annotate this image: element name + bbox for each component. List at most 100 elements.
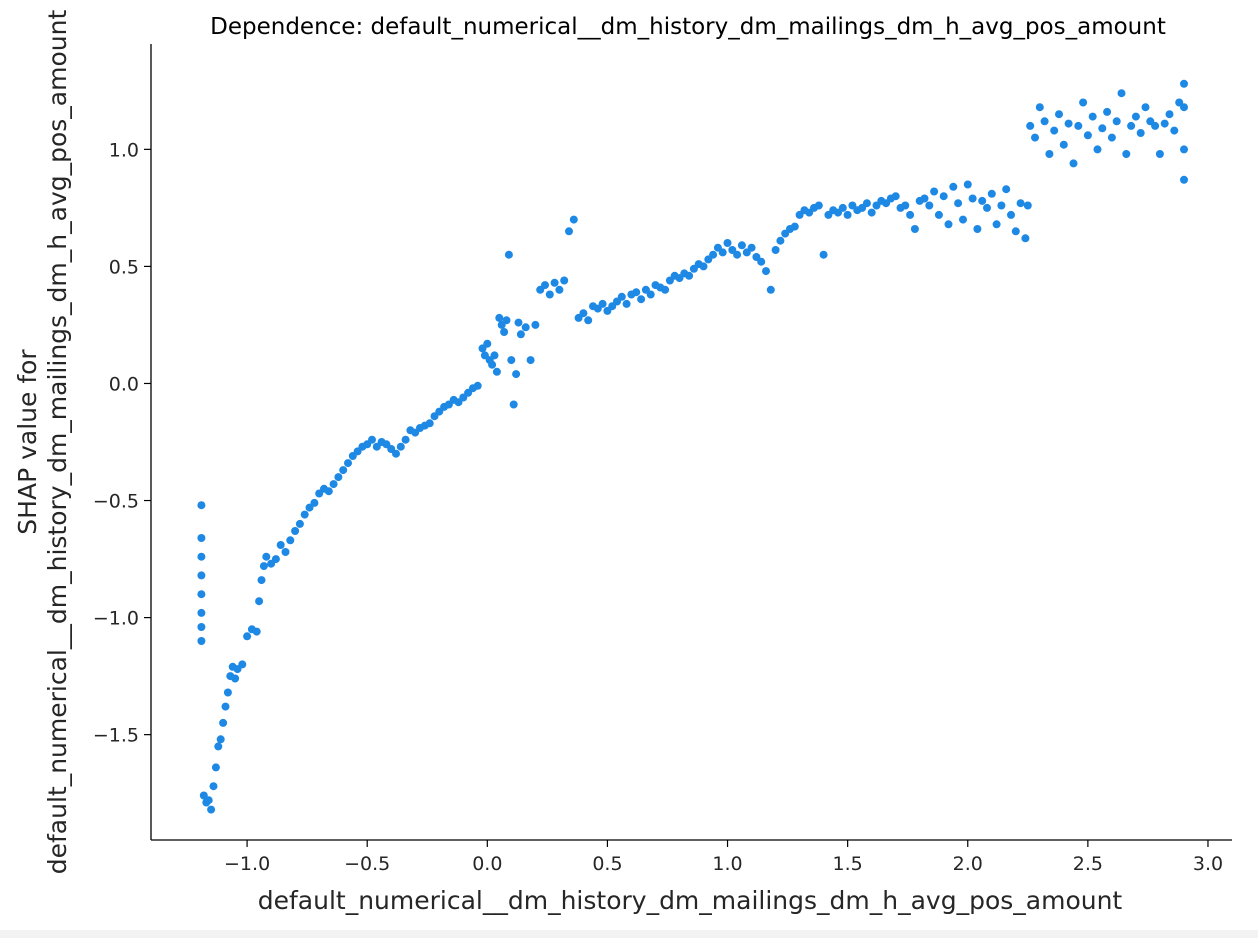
data-point xyxy=(565,227,573,236)
data-point xyxy=(685,271,694,280)
data-point xyxy=(1007,210,1015,219)
data-point xyxy=(197,552,206,561)
chart-title: Dependence: default_numerical__dm_histor… xyxy=(210,14,1166,40)
data-point xyxy=(555,285,564,294)
data-point xyxy=(291,527,300,535)
data-point xyxy=(209,782,218,791)
data-point xyxy=(1069,159,1078,168)
data-point xyxy=(286,536,295,545)
data-point xyxy=(368,435,376,444)
data-point xyxy=(622,299,631,308)
y-tick-label: 1.0 xyxy=(109,139,139,161)
data-point xyxy=(1117,89,1126,98)
data-point xyxy=(1112,117,1121,126)
x-axis-title: default_numerical__dm_history_dm_mailing… xyxy=(258,886,1123,915)
data-point xyxy=(257,576,266,585)
data-point xyxy=(944,220,953,229)
data-point xyxy=(197,623,206,631)
data-point xyxy=(204,796,213,805)
data-point xyxy=(737,241,746,250)
data-point xyxy=(1083,131,1092,140)
data-point xyxy=(1180,103,1188,112)
data-point xyxy=(906,210,915,219)
data-point xyxy=(838,203,847,212)
data-point xyxy=(1064,119,1073,128)
data-point xyxy=(514,318,523,327)
data-point xyxy=(992,220,1001,229)
data-point xyxy=(963,180,972,189)
data-point xyxy=(310,498,319,507)
data-point xyxy=(949,182,958,191)
data-point xyxy=(197,571,206,580)
data-point xyxy=(1127,121,1136,130)
data-point xyxy=(344,459,352,468)
y-tick-label: 0.0 xyxy=(109,373,139,395)
data-point xyxy=(502,316,511,325)
data-point xyxy=(790,222,799,231)
data-point xyxy=(531,320,540,329)
data-point xyxy=(507,356,516,365)
data-point xyxy=(959,215,967,224)
data-point xyxy=(843,210,852,219)
data-point xyxy=(1131,112,1140,121)
data-point xyxy=(516,330,525,339)
data-point xyxy=(541,281,549,290)
data-point xyxy=(526,356,535,365)
data-point xyxy=(521,323,530,332)
data-point xyxy=(490,351,499,360)
data-point xyxy=(987,189,996,198)
x-tick-label: 2.0 xyxy=(953,853,983,875)
data-point xyxy=(617,292,626,301)
data-point xyxy=(483,339,492,348)
data-point xyxy=(1040,117,1049,126)
data-point xyxy=(997,201,1006,210)
data-point xyxy=(560,276,569,285)
data-point xyxy=(934,210,943,219)
data-point xyxy=(425,419,434,428)
data-point xyxy=(723,239,732,247)
data-point xyxy=(983,203,991,212)
data-point xyxy=(334,473,343,482)
data-point xyxy=(766,285,775,294)
x-tick-label: 2.5 xyxy=(1073,853,1103,875)
data-point xyxy=(1074,121,1083,130)
data-point xyxy=(819,250,828,259)
data-point xyxy=(771,246,780,254)
scatter-points xyxy=(197,79,1188,814)
data-point xyxy=(197,608,206,617)
data-point xyxy=(339,466,348,475)
data-point xyxy=(598,299,607,308)
data-point xyxy=(901,201,910,210)
data-point xyxy=(973,225,982,233)
data-point xyxy=(632,288,641,297)
data-point xyxy=(512,370,521,379)
data-point xyxy=(1103,107,1112,116)
data-point xyxy=(396,442,405,451)
data-point xyxy=(661,285,670,294)
x-tick-label: −1.0 xyxy=(224,853,270,875)
data-point xyxy=(1165,110,1174,119)
data-point xyxy=(569,215,578,224)
data-point xyxy=(197,534,206,542)
data-point xyxy=(1050,126,1059,135)
data-point xyxy=(276,541,285,549)
data-point xyxy=(1059,140,1068,149)
data-point xyxy=(1180,79,1188,88)
data-point xyxy=(637,295,646,304)
x-axis-ticks: −1.0 −0.5 0.0 0.5 1.0 1.5 2.0 2.5 3.0 xyxy=(224,840,1223,875)
x-tick-label: 1.5 xyxy=(833,853,863,875)
data-point xyxy=(862,199,871,208)
data-point xyxy=(814,201,823,210)
data-point xyxy=(920,194,929,203)
data-point xyxy=(910,225,919,233)
data-point xyxy=(978,196,987,205)
data-point xyxy=(1055,110,1063,119)
data-point xyxy=(1031,133,1039,142)
data-point xyxy=(216,735,225,744)
data-point xyxy=(329,480,338,489)
data-point xyxy=(219,718,228,727)
data-point xyxy=(504,250,513,259)
data-point xyxy=(1026,121,1035,130)
data-point xyxy=(925,201,934,210)
